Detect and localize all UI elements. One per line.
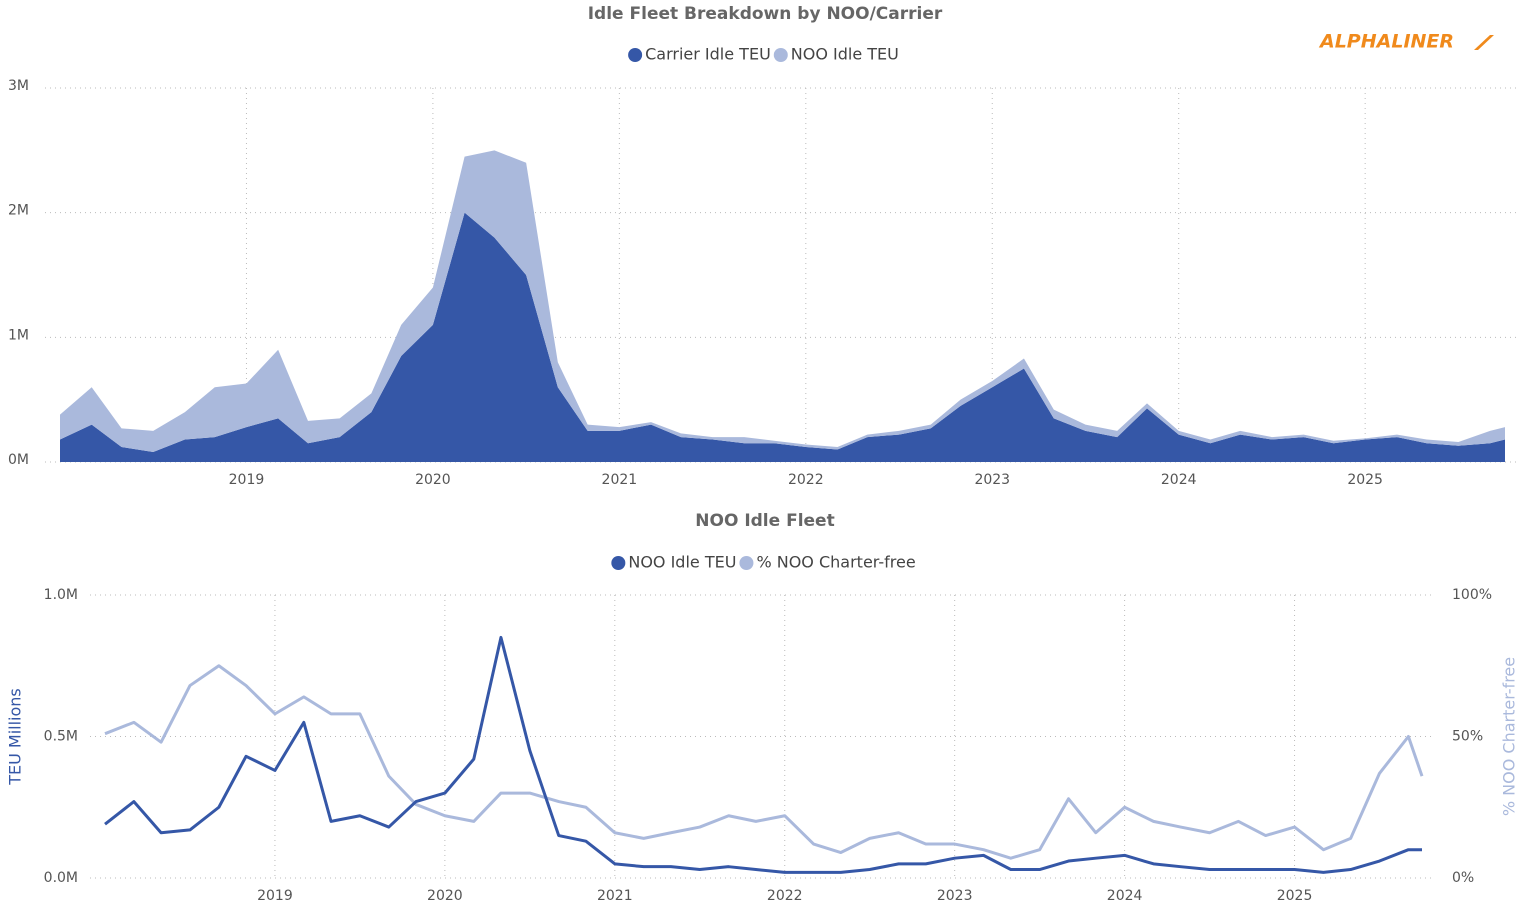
legend-label: Carrier Idle TEU (645, 45, 771, 64)
y2-axis-title: % NOO Charter-free (1500, 657, 1519, 816)
legend-label: NOO Idle TEU (628, 553, 736, 572)
x-tick-label: 2025 (1347, 472, 1383, 488)
x-tick-label: 2020 (415, 472, 451, 488)
legend-marker (611, 556, 626, 570)
x-tick-label: 2022 (788, 472, 824, 488)
y-tick-label: 0.5M (44, 729, 78, 745)
y-tick-label: 0M (8, 452, 29, 468)
x-tick-label: 2023 (974, 472, 1010, 488)
y2-tick-label: 0% (1452, 870, 1474, 886)
line (104, 635, 1422, 874)
chart-title: Idle Fleet Breakdown by NOO/Carrier (588, 4, 943, 24)
y-tick-label: 3M (8, 78, 29, 94)
legend-marker (739, 556, 754, 570)
x-tick-label: 2023 (937, 888, 973, 904)
legend-marker (773, 48, 788, 62)
y-tick-label: 0.0M (44, 870, 78, 886)
x-tick-label: 2021 (597, 888, 633, 904)
y-axis-title: TEU Millions (6, 688, 25, 786)
legend-label: % NOO Charter-free (756, 553, 915, 572)
legend-label: NOO Idle TEU (791, 45, 899, 64)
area (60, 150, 1505, 453)
y2-tick-label: 100% (1452, 587, 1492, 603)
area (60, 212, 1505, 462)
x-tick-label: 2021 (602, 472, 638, 488)
y-tick-label: 1M (8, 327, 29, 343)
y2-tick-label: 50% (1452, 729, 1483, 745)
line (104, 664, 1424, 860)
logo: ALPHALINER (1318, 31, 1454, 53)
chart-title: NOO Idle Fleet (695, 511, 834, 531)
x-tick-label: 2025 (1277, 888, 1313, 904)
legend-marker (628, 48, 643, 62)
x-tick-label: 2022 (767, 888, 803, 904)
y-tick-label: 2M (8, 203, 29, 219)
x-tick-label: 2020 (427, 888, 463, 904)
x-tick-label: 2024 (1161, 472, 1197, 488)
x-tick-label: 2019 (229, 472, 265, 488)
logo-mark (1474, 35, 1494, 50)
y-tick-label: 1.0M (44, 587, 78, 603)
x-tick-label: 2019 (257, 888, 293, 904)
x-tick-label: 2024 (1107, 888, 1143, 904)
